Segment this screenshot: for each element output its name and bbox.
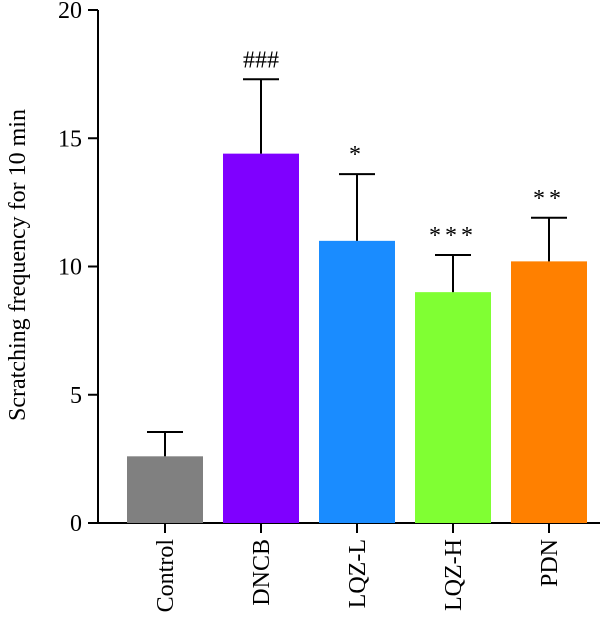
y-tick-label: 15 xyxy=(58,126,82,152)
x-tick-label: Control xyxy=(153,539,179,613)
x-tick-label: PDN xyxy=(537,539,563,587)
y-axis-title: Scratching frequency for 10 min xyxy=(5,109,31,421)
y-tick-label: 0 xyxy=(70,511,82,537)
x-tick-label: DNCB xyxy=(249,539,275,606)
significance-label: *** xyxy=(429,223,477,249)
bar-lqz-h xyxy=(415,292,491,523)
significance-label: ** xyxy=(533,186,565,212)
bar-lqz-l xyxy=(319,240,395,523)
x-tick-label: LQZ-L xyxy=(345,539,371,608)
plot-area: 0 5 10 15 20 Control ### DNCB * LQZ-L *** LQZ-H ** PD… xyxy=(58,0,600,612)
bar-control xyxy=(127,456,203,523)
y-tick-label: 10 xyxy=(58,255,82,281)
bar-pdn xyxy=(511,261,587,523)
significance-label: ### xyxy=(243,47,279,73)
y-tick-label: 5 xyxy=(70,383,82,409)
x-tick-label: LQZ-H xyxy=(441,539,467,611)
y-tick-label: 20 xyxy=(58,0,82,24)
bar-dncb xyxy=(223,153,299,523)
significance-label: * xyxy=(349,142,365,168)
